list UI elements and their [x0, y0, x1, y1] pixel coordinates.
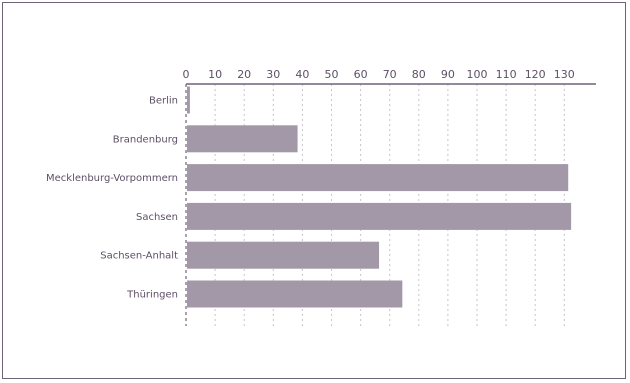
x-tick-label: 100 — [467, 68, 488, 81]
x-tick-label: 60 — [354, 68, 368, 81]
category-label: Mecklenburg-Vorpommern — [46, 173, 178, 184]
bar-brandenburg — [187, 125, 298, 153]
x-tick-label: 0 — [183, 68, 190, 81]
x-tick-label: 20 — [237, 68, 251, 81]
axes — [185, 83, 596, 326]
x-tick-label: 90 — [441, 68, 455, 81]
bar-sachsen — [187, 202, 572, 230]
bar-sachsen-anhalt — [187, 241, 380, 269]
x-tick-label: 30 — [266, 68, 280, 81]
category-label: Brandenburg — [113, 134, 178, 145]
x-tick-label: 110 — [496, 68, 517, 81]
bar-th-ringen — [187, 280, 403, 308]
bar-berlin — [187, 86, 190, 114]
x-tick-label: 70 — [383, 68, 397, 81]
category-label: Thüringen — [126, 290, 178, 301]
chart-frame: 0 10 20 30 40 50 60 70 80 90 100 110 120 130 Berlin Br… — [2, 2, 626, 379]
x-tick-label: 50 — [325, 68, 339, 81]
x-tick-label: 130 — [554, 68, 575, 81]
bars — [187, 86, 572, 308]
category-label: Berlin — [149, 96, 178, 107]
bar-chart: 0 10 20 30 40 50 60 70 80 90 100 110 120 130 Berlin Br… — [46, 68, 596, 326]
x-tick-label: 120 — [525, 68, 546, 81]
x-tick-label: 10 — [208, 68, 222, 81]
x-tick-label: 80 — [412, 68, 426, 81]
category-label: Sachsen-Anhalt — [100, 251, 178, 262]
x-tick-labels: 0 10 20 30 40 50 60 70 80 90 100 110 120 130 — [183, 68, 575, 81]
category-label: Sachsen — [136, 212, 178, 223]
bar-mecklenburg-vorpommern — [187, 164, 569, 192]
category-labels: Berlin Brandenburg Mecklenburg-Vorpommern S… — [46, 96, 178, 301]
x-tick-label: 40 — [295, 68, 309, 81]
